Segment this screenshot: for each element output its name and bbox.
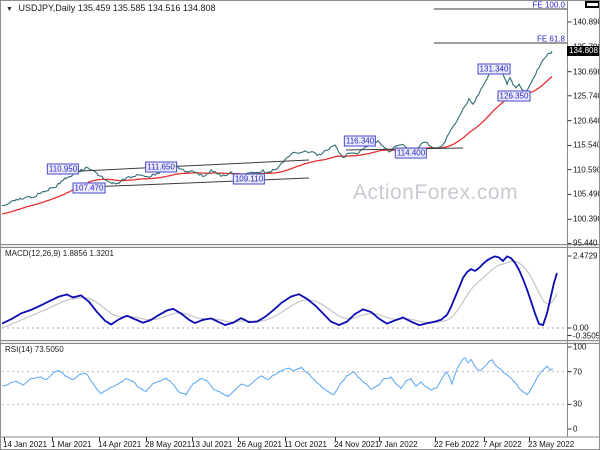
y-axis-label-rsi: 100 [573, 342, 587, 352]
y-axis-label-rsi: 30 [573, 399, 582, 409]
y-axis-label-main: 110.590 [573, 165, 600, 175]
price-level-label[interactable]: 116.340 [343, 135, 377, 147]
x-axis-date-label: 22 Feb 2022 [434, 440, 479, 449]
macd-main-line [2, 255, 558, 327]
y-axis-label-rsi: 0 [573, 424, 578, 434]
x-axis-date-label: 26 Aug 2021 [237, 440, 282, 449]
current-price-tag: 134.808 [567, 46, 599, 56]
x-axis-date-label: 24 Nov 2021 [334, 440, 380, 449]
y-axis-label-main: 95.440 [573, 238, 598, 248]
price-level-label[interactable]: 109.110 [232, 173, 266, 185]
price-level-label[interactable]: 110.950 [46, 163, 80, 175]
y-axis-label-main: 140.890 [573, 17, 600, 27]
y-axis-label-main: 120.640 [573, 116, 600, 126]
y-axis-label-rsi: 70 [573, 367, 582, 377]
symbol-period-label: USDJPY,Daily [18, 3, 76, 13]
y-axis-label-main: 125.740 [573, 91, 600, 101]
price-series-line [2, 50, 553, 207]
y-axis-label-macd: 2.4729 [573, 251, 598, 261]
scroll-corner-widget[interactable] [585, 1, 599, 8]
chart-title: ▼ USDJPY,Daily 135.459 135.585 134.516 1… [6, 3, 215, 13]
price-level-label[interactable]: 114.400 [394, 147, 428, 159]
rsi-indicator-label: RSI(14) 73.5050 [5, 345, 64, 354]
x-axis-date-label: 14 Apr 2021 [98, 440, 142, 449]
x-axis-date-label: 11 Oct 2021 [284, 440, 327, 449]
rsi-line [2, 357, 554, 398]
price-level-label[interactable]: 126.350 [497, 90, 531, 102]
y-axis-label-main: 130.690 [573, 67, 600, 77]
channel-lower-trendline [88, 177, 310, 188]
y-axis-label-main: 115.540 [573, 140, 600, 150]
panel-separator [1, 244, 599, 248]
x-axis-date-label: 7 Apr 2022 [483, 440, 522, 449]
y-axis-label-main: 105.490 [573, 189, 600, 199]
panel-separator [1, 340, 599, 344]
macd-signal-line [2, 260, 558, 329]
macd-indicator-label: MACD(12,26,9) 1.8856 1.3201 [5, 249, 114, 258]
x-axis-date-label: 23 May 2022 [528, 440, 575, 449]
x-axis-date-label: 1 Mar 2021 [51, 440, 92, 449]
x-axis-date-label: 14 Jan 2021 [3, 440, 48, 449]
x-axis-date-label: 7 Jan 2022 [378, 440, 418, 449]
y-axis-label-macd: 0.00 [573, 323, 589, 333]
fib-extension-label[interactable]: FE 61.8 [536, 34, 565, 44]
collapse-chart-icon[interactable]: ▼ [6, 6, 13, 13]
ohlc-values: 135.459 135.585 134.516 134.808 [77, 3, 216, 13]
y-axis-label-macd: -0.3505 [573, 331, 600, 340]
x-axis-date-label: 13 Jul 2021 [191, 440, 233, 449]
channel-upper-trendline [60, 159, 310, 173]
price-level-label[interactable]: 131.340 [477, 63, 511, 75]
price-level-label[interactable]: 111.650 [145, 161, 177, 173]
y-axis-label-main: 100.390 [573, 214, 600, 224]
x-axis-date-label: 28 May 2021 [145, 440, 192, 449]
fib-extension-label[interactable]: FE 100.0 [532, 0, 565, 10]
price-level-label[interactable]: 107.470 [72, 182, 106, 194]
